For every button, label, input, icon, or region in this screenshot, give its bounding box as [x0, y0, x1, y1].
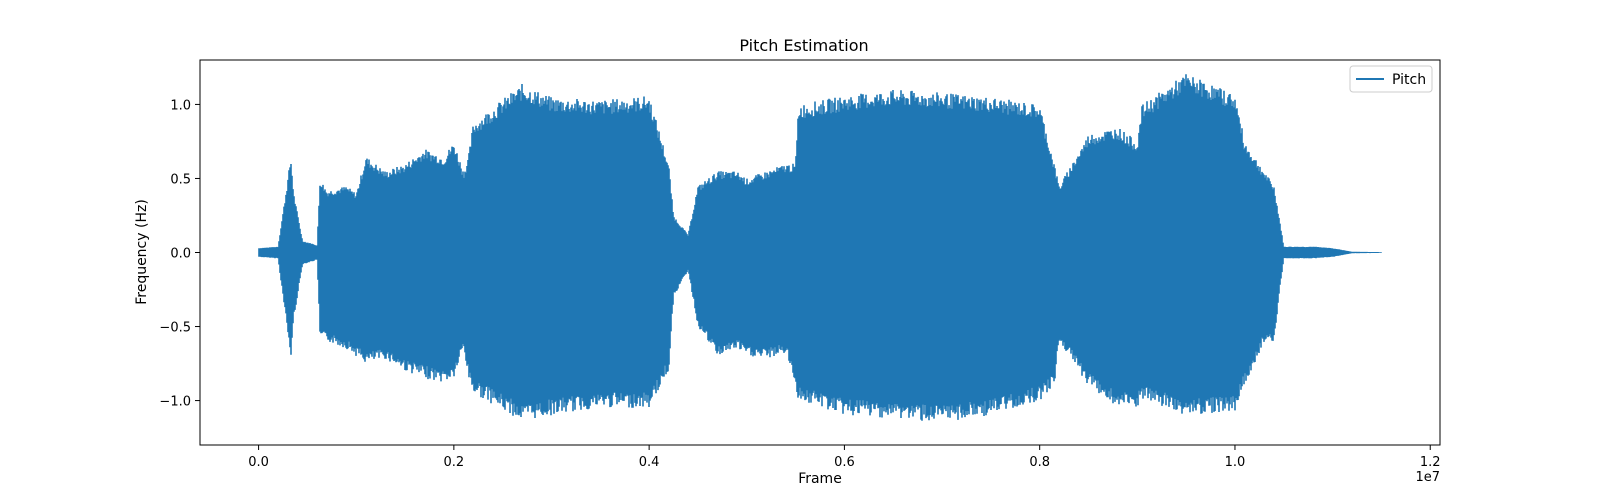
y-tick-label: 0.5: [170, 172, 191, 187]
y-tick-label: −0.5: [159, 321, 191, 336]
series-pitch-line: [258, 74, 1382, 421]
x-tick-label: 1.2: [1420, 455, 1441, 470]
x-axis: 0.0 0.2 0.4 0.6 0.8 1.0 1.2: [248, 445, 1441, 470]
y-axis-label: Frequency (Hz): [134, 199, 150, 305]
legend-label-pitch: Pitch: [1392, 72, 1426, 88]
chart-title: Pitch Estimation: [739, 36, 868, 55]
x-tick-label: 1.0: [1225, 455, 1246, 470]
y-tick-label: −1.0: [159, 395, 191, 410]
legend-box: [1349, 65, 1433, 93]
x-offset-label: 1e7: [1415, 470, 1440, 485]
x-tick-label: 0.2: [444, 455, 465, 470]
legend: Pitch: [1349, 65, 1433, 93]
x-axis-label: Frame: [798, 471, 842, 487]
x-tick-label: 0.4: [639, 455, 660, 470]
y-tick-label: 1.0: [170, 98, 191, 113]
x-tick-label: 0.0: [248, 455, 269, 470]
x-tick-label: 0.6: [834, 455, 855, 470]
x-tick-label: 0.8: [1029, 455, 1050, 470]
y-tick-label: 0.0: [170, 247, 191, 262]
y-axis: −1.0 −0.5 0.0 0.5 1.0: [159, 98, 200, 410]
series-layer: [258, 74, 1382, 421]
